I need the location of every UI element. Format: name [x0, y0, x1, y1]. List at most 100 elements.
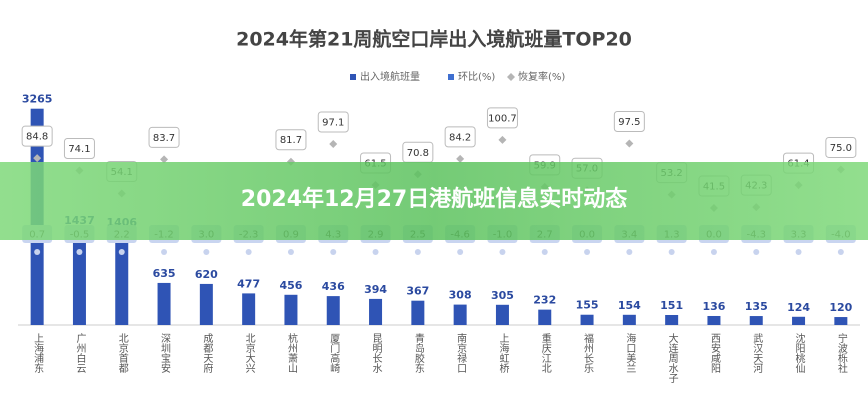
bar — [411, 300, 425, 325]
x-tick-label: 西安咸阳 — [708, 333, 720, 373]
recovery-box — [63, 137, 95, 159]
recovery-marker — [329, 139, 338, 148]
recovery-label: 84.8 — [26, 132, 48, 143]
bar — [580, 314, 594, 325]
x-tick-label: 上海浦东 — [32, 333, 44, 373]
change-marker — [203, 249, 210, 255]
recovery-marker — [160, 155, 169, 164]
bar-value-label: 135 — [745, 300, 768, 313]
recovery-marker — [33, 154, 42, 163]
legend-label: 恢复率(%) — [518, 70, 565, 83]
recovery-marker — [498, 135, 507, 144]
bar — [707, 315, 721, 325]
x-tick-label: 深圳宝安 — [159, 333, 171, 374]
change-marker — [795, 249, 802, 255]
change-marker — [837, 249, 844, 255]
bar-value-label: 305 — [491, 289, 514, 302]
recovery-label: 100.7 — [488, 113, 517, 124]
bar — [72, 229, 86, 325]
change-marker — [668, 249, 675, 255]
bar-value-label: 136 — [702, 300, 725, 313]
recovery-label: 97.5 — [618, 117, 640, 128]
recovery-marker — [456, 154, 465, 163]
recovery-box — [444, 126, 476, 148]
bar-value-label: 436 — [322, 280, 345, 293]
change-marker — [330, 249, 337, 255]
x-tick-label: 海口美兰 — [624, 332, 636, 373]
banner-text: 2024年12月27日港航班信息实时动态 — [241, 186, 627, 212]
x-tick-label: 武汉天河 — [751, 332, 763, 373]
bar — [369, 298, 383, 325]
recovery-label: 83.7 — [153, 133, 175, 144]
bar — [199, 283, 213, 325]
x-tick-label: 重庆江北 — [539, 332, 551, 373]
change-marker — [76, 249, 83, 255]
recovery-label: 84.2 — [449, 132, 471, 143]
x-tick-label: 大连周水子 — [666, 332, 678, 383]
change-marker — [626, 249, 633, 255]
change-marker — [710, 249, 717, 255]
bar — [622, 314, 636, 325]
legend-swatch — [448, 74, 454, 80]
change-marker — [499, 249, 506, 255]
banner-band — [0, 162, 868, 240]
bar — [284, 294, 298, 325]
recovery-box — [825, 136, 857, 158]
bar — [749, 316, 763, 325]
bar-value-label: 620 — [195, 268, 218, 281]
x-tick-label: 广州白云 — [74, 333, 86, 374]
change-marker — [457, 249, 464, 255]
legend-swatch — [507, 73, 515, 81]
bar — [538, 309, 552, 325]
bar-value-label: 308 — [449, 289, 472, 302]
bar-value-label: 151 — [660, 299, 683, 312]
banner: 2024年12月27日港航班信息实时动态 — [0, 162, 868, 240]
change-marker — [287, 249, 294, 255]
recovery-label: 81.7 — [280, 135, 302, 146]
x-tick-label: 福州长乐 — [582, 332, 594, 373]
change-marker — [245, 249, 252, 255]
bar — [157, 282, 171, 325]
recovery-box — [613, 111, 645, 133]
legend-label: 环比(%) — [458, 71, 495, 83]
bar-value-label: 124 — [787, 301, 810, 314]
bar-value-label: 155 — [576, 299, 599, 312]
bar — [792, 316, 806, 325]
x-tick-label: 厦门高崎 — [328, 333, 340, 373]
bar — [242, 293, 256, 325]
recovery-label: 75.0 — [830, 143, 852, 154]
bar-value-label: 232 — [533, 294, 556, 307]
chart-title: 2024年第21周航空口岸出入境航班量TOP20 — [236, 28, 632, 51]
legend-label: 出入境航班量 — [360, 70, 420, 83]
change-marker — [34, 249, 41, 255]
x-tick-label: 上海虹桥 — [497, 333, 509, 374]
x-tick-label: 北京首都 — [116, 333, 128, 374]
recovery-box — [148, 126, 180, 148]
bar-value-label: 367 — [406, 285, 429, 298]
bar — [115, 231, 129, 325]
bar-value-label: 154 — [618, 299, 641, 312]
bar — [495, 304, 509, 325]
bar-value-label: 456 — [279, 279, 302, 292]
bar — [665, 314, 679, 325]
change-marker — [541, 249, 548, 255]
change-marker — [372, 249, 379, 255]
x-tick-label: 北京大兴 — [243, 333, 255, 374]
x-tick-label: 成都天府 — [201, 333, 213, 374]
legend-swatch — [350, 74, 356, 80]
bar-value-label: 394 — [364, 283, 387, 296]
change-marker — [584, 249, 591, 255]
change-marker — [414, 249, 421, 255]
x-tick-label: 南京禄口 — [455, 332, 467, 373]
recovery-label: 74.1 — [68, 144, 90, 155]
x-tick-label: 宁波栎社 — [835, 332, 847, 374]
bar-value-label: 120 — [829, 301, 852, 314]
recovery-box — [21, 125, 53, 147]
change-marker — [753, 249, 760, 255]
recovery-box — [275, 129, 307, 151]
recovery-marker — [625, 139, 634, 148]
change-marker — [161, 249, 168, 255]
bar — [326, 296, 340, 325]
change-marker — [118, 249, 125, 255]
